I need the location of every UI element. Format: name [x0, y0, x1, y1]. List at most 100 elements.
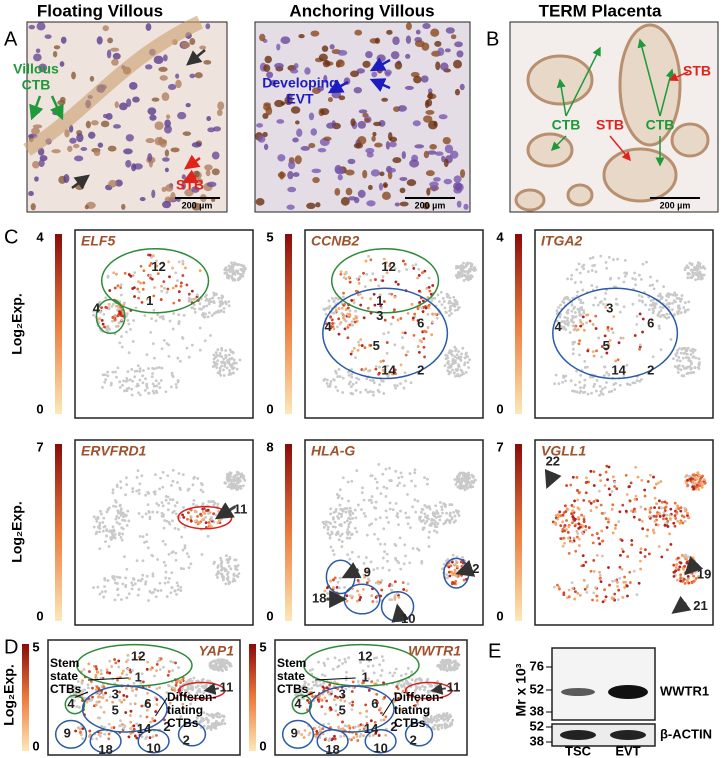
cell-dot [663, 523, 667, 527]
cell-dot [114, 661, 118, 665]
cell-dot [105, 699, 109, 702]
cell-dot [171, 660, 175, 664]
cell-dot [213, 724, 217, 728]
cell-dot [673, 501, 677, 505]
cell-dot [155, 663, 159, 666]
cell-dot [585, 476, 588, 480]
cell-dot [371, 390, 375, 394]
cell-dot [347, 382, 351, 386]
cell-dot [339, 534, 342, 538]
cell-dot [658, 514, 662, 518]
cell-dot [182, 515, 186, 519]
nucleus [392, 157, 402, 164]
nucleus [145, 23, 152, 31]
cell-dot [98, 524, 101, 527]
nucleus [429, 181, 439, 188]
cell-dot [581, 554, 585, 558]
cell-dot [579, 324, 583, 328]
cell-dot [81, 737, 85, 741]
nucleus [145, 64, 153, 70]
cell-dot [583, 366, 587, 369]
cell-dot [599, 479, 603, 483]
cell-dot [388, 292, 391, 296]
nucleus [265, 106, 273, 116]
cell-dot [374, 367, 378, 371]
cell-dot [241, 272, 245, 275]
cell-dot [216, 521, 220, 525]
cell-dot [561, 513, 565, 517]
cell-dot [455, 564, 459, 568]
cell-dot [122, 698, 126, 702]
cell-dot [363, 285, 367, 289]
mw-marker: 52 [530, 681, 544, 696]
cell-dot [424, 715, 428, 719]
cell-dot [576, 489, 579, 492]
cell-dot [434, 504, 438, 508]
cell-dot [589, 509, 593, 513]
cell-dot [171, 266, 174, 270]
cell-dot [438, 714, 442, 718]
nucleus [274, 62, 284, 69]
cell-dot [443, 505, 447, 509]
cell-dot [605, 381, 608, 384]
cell-dot [461, 471, 465, 475]
cell-dot [139, 579, 143, 583]
cell-dot [350, 323, 354, 327]
cell-dot [330, 296, 334, 300]
cell-dot [218, 519, 222, 522]
cell-dot [228, 265, 232, 269]
cell-dot [345, 519, 349, 523]
cell-dot [322, 661, 326, 665]
cell-dot [578, 380, 582, 384]
cell-dot [214, 310, 218, 314]
cell-dot [385, 552, 389, 556]
cell-dot [129, 732, 133, 735]
cell-dot [592, 591, 596, 595]
nucleus [131, 163, 137, 172]
cell-dot [590, 391, 593, 395]
nucleus [107, 37, 114, 44]
cell-dot [359, 732, 363, 736]
cell-dot [372, 671, 376, 675]
cell-dot [650, 318, 654, 322]
nucleus [364, 117, 371, 123]
cell-dot [218, 665, 221, 669]
cell-dot [180, 679, 184, 683]
nucleus [362, 60, 371, 68]
cell-dot [196, 293, 199, 297]
cell-dot [339, 735, 343, 738]
cell-dot [357, 555, 361, 559]
cell-dot [223, 364, 226, 368]
cell-dot [610, 490, 614, 493]
nucleus [356, 68, 365, 74]
cell-dot [384, 495, 388, 498]
cell-dot [383, 370, 387, 374]
cell-dot [433, 296, 437, 300]
cell-dot [460, 352, 463, 356]
nucleus [347, 196, 357, 201]
cell-dot [372, 381, 376, 385]
cell-dot [676, 519, 680, 523]
cell-dot [373, 532, 376, 536]
cell-dot [453, 345, 457, 349]
cell-dot [617, 341, 621, 345]
cell-dot [395, 384, 399, 387]
cluster-outline [322, 287, 449, 380]
cell-dot [188, 687, 192, 691]
cell-dot [221, 295, 225, 299]
cell-dot [378, 663, 381, 667]
cell-dot [633, 497, 637, 501]
cell-dot [601, 600, 605, 604]
cell-dot [233, 564, 237, 568]
cell-dot [629, 481, 633, 485]
cell-dot [448, 296, 452, 300]
cell-dot [94, 532, 98, 536]
cell-dot [656, 523, 660, 527]
arrow [391, 603, 410, 623]
cell-dot [158, 315, 162, 319]
cell-dot [613, 592, 617, 596]
cell-dot [413, 484, 417, 488]
cell-dot [603, 297, 607, 301]
cell-dot [206, 679, 209, 683]
cell-dot [447, 301, 451, 305]
